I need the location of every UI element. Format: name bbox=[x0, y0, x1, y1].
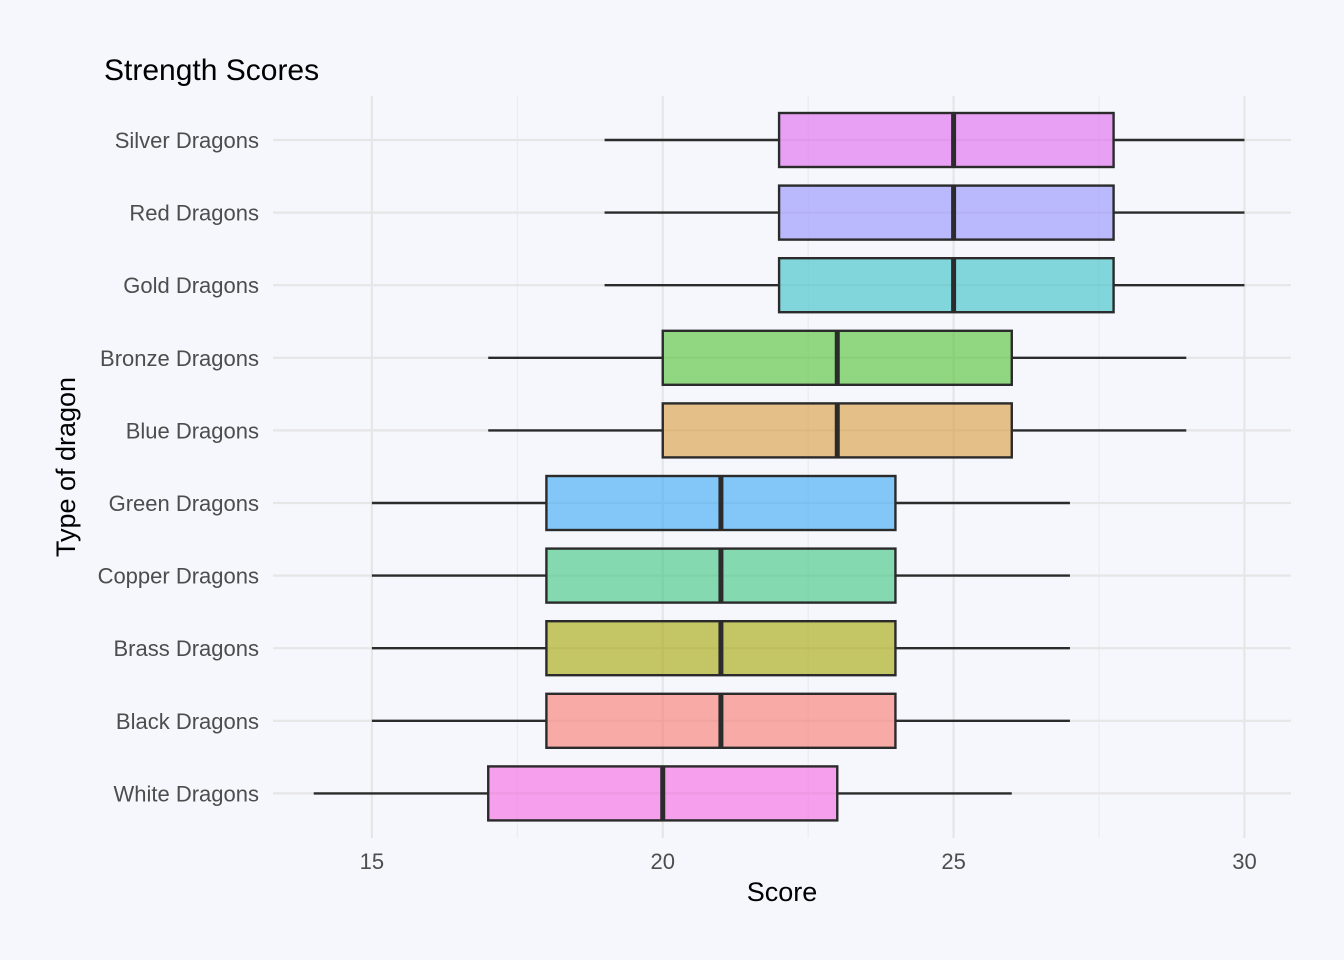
x-axis-title: Score bbox=[747, 877, 818, 907]
y-tick-label: Black Dragons bbox=[116, 709, 259, 734]
y-tick-label: Red Dragons bbox=[129, 201, 259, 226]
iqr-box bbox=[777, 184, 1115, 241]
y-axis-title: Type of dragon bbox=[51, 377, 81, 557]
y-tick-label: Green Dragons bbox=[109, 491, 259, 516]
boxplot-bronze-dragons bbox=[488, 329, 1187, 386]
boxplot-green-dragons bbox=[371, 474, 1070, 532]
x-tick-label: 15 bbox=[360, 849, 384, 874]
y-tick-label: Copper Dragons bbox=[98, 564, 259, 589]
boxplot-series bbox=[313, 111, 1245, 822]
x-tick-label: 20 bbox=[651, 849, 675, 874]
chart-title: Strength Scores bbox=[104, 54, 319, 87]
x-tick-label: 25 bbox=[941, 849, 965, 874]
boxplot-copper-dragons bbox=[371, 547, 1070, 604]
y-tick-label: Blue Dragons bbox=[126, 418, 259, 443]
boxplot-red-dragons bbox=[604, 184, 1245, 241]
x-tick-label: 30 bbox=[1232, 849, 1256, 874]
y-tick-label: Silver Dragons bbox=[115, 128, 259, 153]
y-tick-label: White Dragons bbox=[113, 781, 259, 806]
boxplot-gold-dragons bbox=[604, 257, 1245, 314]
boxplot-white-dragons bbox=[313, 765, 1012, 822]
axis-tick-labels: 15 20 25 30 White Dragons Black Dragons Brass … bbox=[98, 128, 1257, 874]
y-tick-label: Gold Dragons bbox=[123, 273, 259, 298]
y-tick-label: Brass Dragons bbox=[113, 636, 259, 661]
y-tick-label: Bronze Dragons bbox=[100, 346, 259, 371]
boxplot-blue-dragons bbox=[488, 402, 1187, 459]
boxplot-black-dragons bbox=[371, 692, 1070, 749]
boxplot-silver-dragons bbox=[604, 111, 1245, 169]
boxplot-brass-dragons bbox=[371, 620, 1070, 677]
iqr-box bbox=[777, 111, 1115, 169]
iqr-box bbox=[777, 257, 1115, 314]
